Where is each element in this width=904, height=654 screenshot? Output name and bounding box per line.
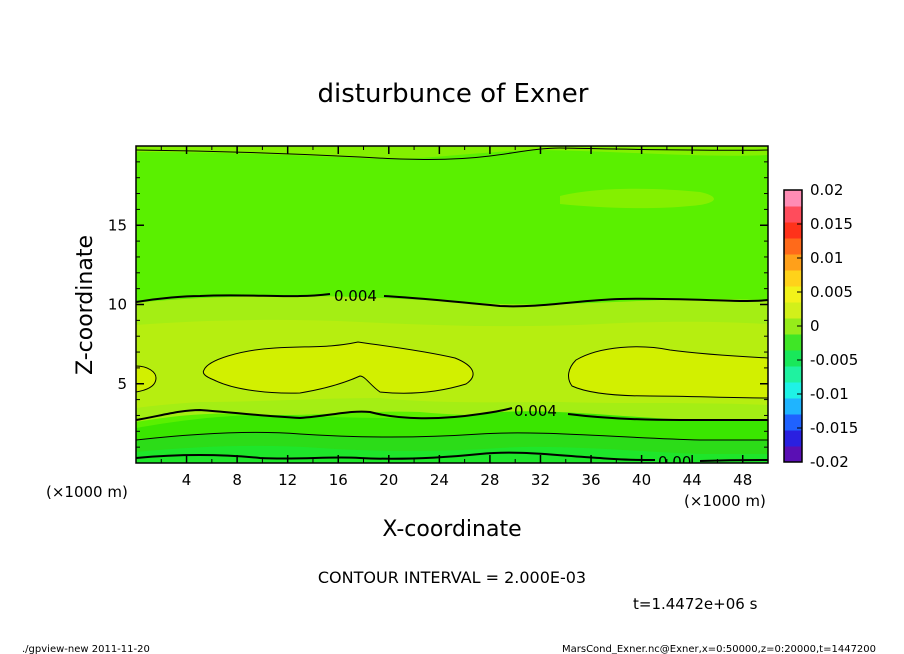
x-axis-ticks: 4 8 12 16 20 24 28 32 36 40 44 48 [160,146,752,489]
colorbar-label: -0.005 [810,351,858,369]
contour-000-bottom [136,451,768,462]
colorbar-segment [784,206,802,223]
plot-area: 0.004 0.004 0.00 [136,146,768,471]
x-tick-label: 40 [632,471,651,489]
colorbar-label: 0.01 [810,249,843,267]
time-label: t=1.4472e+06 s [633,595,758,613]
colorbar-label: 0.02 [810,181,843,199]
colorbar-segment [784,318,802,335]
y-tick-label: 10 [108,296,127,314]
x-tick-label: 32 [531,471,550,489]
colorbar-segment [784,398,802,415]
x-tick-label: 24 [430,471,449,489]
colorbar-label: 0.015 [810,215,853,233]
colorbar-label: -0.01 [810,385,849,403]
colorbar-label: -0.015 [810,419,858,437]
x-tick-label: 8 [232,471,242,489]
upper-patch [560,188,714,209]
contour-interval: CONTOUR INTERVAL = 2.000E-03 [318,568,586,587]
y-tick-label: 5 [117,375,127,393]
x-unit-right: (×1000 m) [684,492,766,510]
chart-title: disturbunce of Exner [318,79,589,109]
colorbar-segment [784,350,802,367]
colorbar-segment [784,382,802,399]
y-axis-ticks: 5 10 15 [108,161,768,448]
high-blob-edge [136,366,156,392]
contour-label-lower: 0.004 [514,402,557,420]
colorbar-segment [784,254,802,271]
contour-0004-upper [136,293,768,308]
contour-0004-lower [136,407,768,422]
colorbar-segment [784,222,802,239]
contour-low-1 [136,431,768,441]
footer-left: ./gpview-new 2011-11-20 [22,644,150,654]
colorbar-label: 0.005 [810,283,853,301]
colorbar-segment [784,190,802,207]
colorbar-segment [784,286,802,303]
x-tick-label: 28 [480,471,499,489]
contour-blob-right [568,346,768,399]
colorbar-segment [784,366,802,383]
x-tick-label: 36 [581,471,600,489]
x-axis-label: X-coordinate [382,517,521,542]
x-unit-left: (×1000 m) [46,483,128,501]
x-tick-label: 4 [182,471,192,489]
colorbar-label: 0 [810,317,820,335]
contour-blob-left [202,341,474,394]
colorbar-segment [784,302,802,319]
contour-label-bottom: 0.00 [658,453,691,471]
x-tick-label: 44 [683,471,702,489]
colorbar-labels: 0.02 0.015 0.01 0.005 0 -0.005 -0.01 -0.015 -0.0… [797,181,858,471]
colorbar-segment [784,446,802,463]
y-axis-label: Z-coordinate [73,235,98,375]
contour-labels: 0.004 0.004 0.00 [334,287,691,471]
colorbar-label: -0.02 [810,453,849,471]
contour-blob-edge [136,365,157,393]
x-tick-label: 12 [278,471,297,489]
x-tick-label: 20 [379,471,398,489]
colorbar-segment [784,334,802,351]
footer-right: MarsCond_Exner.nc@Exner,x=0:50000,z=0:20… [562,644,876,654]
high-blob-right [568,346,768,398]
colorbar-segment [784,270,802,287]
contour-label-upper: 0.004 [334,287,377,305]
high-blob-left [203,342,474,394]
x-tick-label: 16 [329,471,348,489]
colorbar-segment [784,238,802,255]
colorbar-segment [784,414,802,431]
colorbar-segment [784,430,802,447]
x-tick-label: 48 [733,471,752,489]
y-tick-label: 15 [108,216,127,234]
